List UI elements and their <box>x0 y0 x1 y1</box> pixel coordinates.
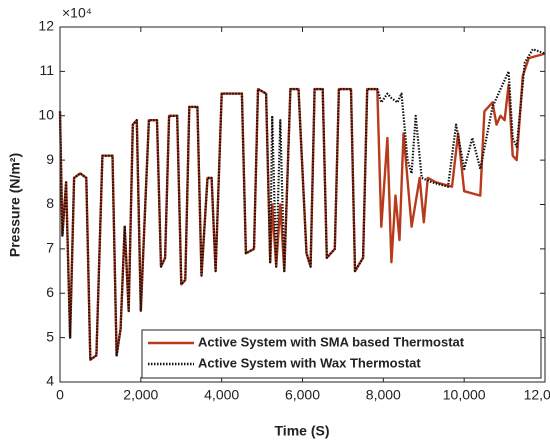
y-tick-label: 7 <box>46 240 54 256</box>
series-line <box>58 48 546 361</box>
x-axis-label: Time (S) <box>275 423 330 439</box>
y-tick-label: 4 <box>46 373 54 389</box>
x-tick-label: 8,000 <box>366 387 401 403</box>
y-tick-label: 10 <box>38 106 54 122</box>
x-tick-label: 10,000 <box>443 387 486 403</box>
y-tick-label: 11 <box>39 62 54 78</box>
legend-label: Active System with Wax Thermostat <box>198 355 421 370</box>
y-tick-label: 9 <box>46 151 54 167</box>
y-tick-label: 5 <box>46 328 54 344</box>
y-tick-label: 8 <box>46 195 54 211</box>
y-axis-label: Pressure (N/m²) <box>7 153 23 257</box>
series-line <box>58 52 546 361</box>
y-tick-label: 12 <box>38 18 54 34</box>
x-tick-label: 0 <box>56 387 64 403</box>
x-tick-label: 2,000 <box>123 387 158 403</box>
x-tick-label: 4,000 <box>204 387 239 403</box>
plot-frame <box>59 26 546 383</box>
legend-box <box>141 329 542 379</box>
x-tick-label: 12,000 <box>524 387 550 403</box>
y-tick-label: 6 <box>46 284 54 300</box>
legend-label: Active System with SMA based Thermostat <box>198 334 465 349</box>
x-tick-label: 6,000 <box>285 387 320 403</box>
y-multiplier: ×10⁴ <box>62 5 92 21</box>
